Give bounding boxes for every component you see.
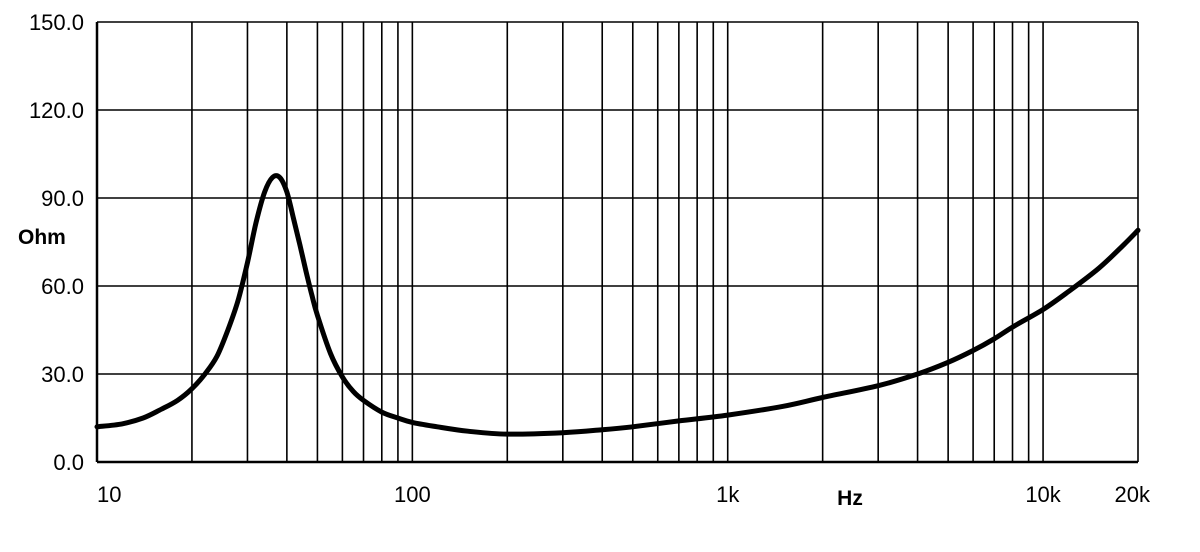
x-tick-label: 10 xyxy=(97,482,121,507)
y-axis-ticks: 0.0 30.0 60.0 90.0 120.0 150.0 xyxy=(29,10,84,475)
y-axis-label: Ohm xyxy=(18,226,66,249)
x-axis-label: Hz xyxy=(837,487,863,510)
x-tick-label: 10k xyxy=(1025,482,1061,507)
x-tick-label: 20k xyxy=(1115,482,1151,507)
x-tick-label: 1k xyxy=(716,482,740,507)
impedance-curve xyxy=(94,173,1141,437)
x-axis-ticks: 10 100 1k 10k 20k xyxy=(97,482,1151,507)
plot-area xyxy=(94,173,1141,437)
x-tick-label: 100 xyxy=(394,482,431,507)
y-tick-label: 120.0 xyxy=(29,98,84,123)
y-tick-label: 30.0 xyxy=(41,362,84,387)
y-tick-label: 0.0 xyxy=(53,450,84,475)
y-tick-label: 150.0 xyxy=(29,10,84,35)
axes-frame xyxy=(95,22,1138,464)
y-tick-label: 90.0 xyxy=(41,186,84,211)
y-tick-label: 60.0 xyxy=(41,274,84,299)
